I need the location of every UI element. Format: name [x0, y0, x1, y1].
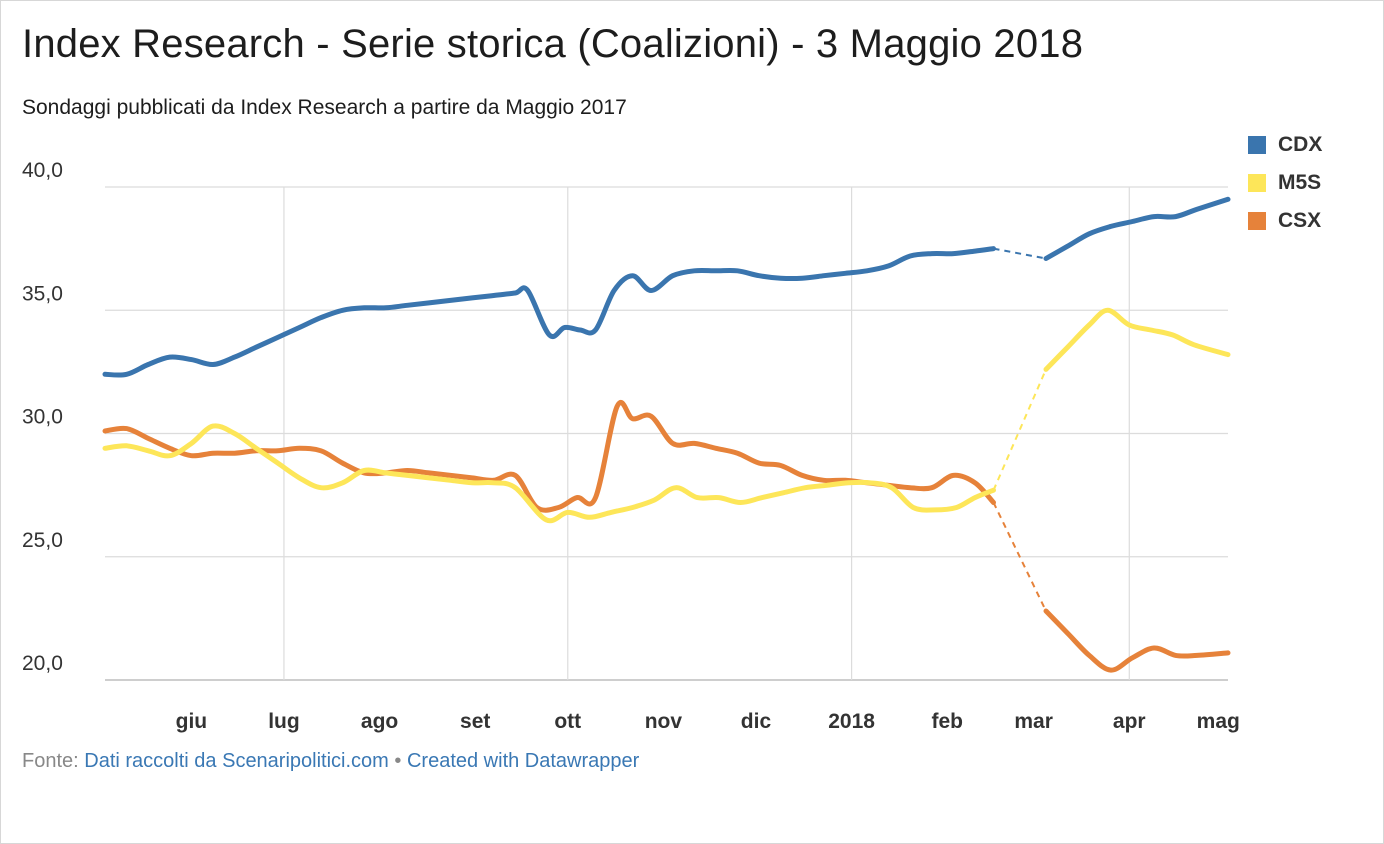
datawrapper-credit-link[interactable]: Created with Datawrapper — [406, 750, 640, 772]
source-prefix: Fonte: — [22, 750, 79, 772]
x-tick-label: dic — [741, 710, 772, 733]
x-tick-label: set — [460, 710, 490, 733]
x-tick-label: ott — [554, 710, 581, 733]
series-line-csx-before — [102, 400, 996, 513]
x-tick-label: ago — [361, 710, 398, 733]
y-tick-label: 25,0 — [22, 529, 63, 552]
x-axis-ticks: giu lug ago set ott nov dic 2018 feb mar apr mag — [176, 710, 1240, 733]
series-gap-csx — [992, 502, 1047, 612]
chart-title: Index Research - Serie storica (Coalizio… — [22, 22, 1084, 66]
x-tick-label: 2018 — [828, 710, 875, 733]
legend-label-cdx: CDX — [1278, 133, 1323, 156]
legend-swatch-m5s — [1248, 174, 1266, 192]
footer-separator: • — [394, 750, 402, 772]
legend-swatch-cdx — [1248, 136, 1266, 154]
series-lines — [102, 196, 1231, 673]
legend-item-m5s[interactable]: M5S — [1248, 164, 1322, 202]
legend-item-csx[interactable]: CSX — [1248, 202, 1322, 240]
x-tick-label: mar — [1014, 710, 1053, 733]
y-axis-ticks: 20,0 25,0 30,0 35,0 40,0 — [22, 159, 63, 675]
y-tick-label: 30,0 — [22, 406, 63, 429]
x-tick-label: apr — [1113, 710, 1146, 733]
vertical-gridlines — [283, 187, 1130, 680]
series-line-csx-after — [1043, 608, 1231, 673]
x-tick-label: nov — [645, 710, 683, 733]
x-tick-label: giu — [176, 710, 208, 733]
series-gap-cdx — [993, 247, 1047, 260]
series-gap-m5s — [992, 369, 1047, 491]
y-tick-label: 20,0 — [22, 652, 63, 675]
source-link[interactable]: Dati raccolti da Scenaripolitici.com — [84, 750, 389, 772]
x-tick-label: lug — [268, 710, 300, 733]
legend-label-m5s: M5S — [1278, 171, 1322, 194]
series-line-cdx-after — [1043, 196, 1231, 261]
horizontal-gridlines — [105, 186, 1228, 681]
series-line-cdx-before — [102, 246, 996, 378]
legend: CDX M5S CSX — [1248, 126, 1322, 240]
y-tick-label: 35,0 — [22, 282, 63, 305]
footer: Fonte: Dati raccolti da Scenaripolitici.… — [22, 750, 639, 773]
series-line-m5s-after — [1043, 307, 1231, 372]
chart-subtitle: Sondaggi pubblicati da Index Research a … — [22, 96, 627, 119]
legend-item-cdx[interactable]: CDX — [1248, 126, 1322, 164]
series-line-m5s-before — [102, 423, 996, 524]
legend-label-csx: CSX — [1278, 209, 1322, 232]
y-tick-label: 40,0 — [22, 159, 63, 182]
legend-swatch-csx — [1248, 212, 1266, 230]
x-tick-label: feb — [932, 710, 964, 733]
x-tick-label: mag — [1197, 710, 1240, 733]
